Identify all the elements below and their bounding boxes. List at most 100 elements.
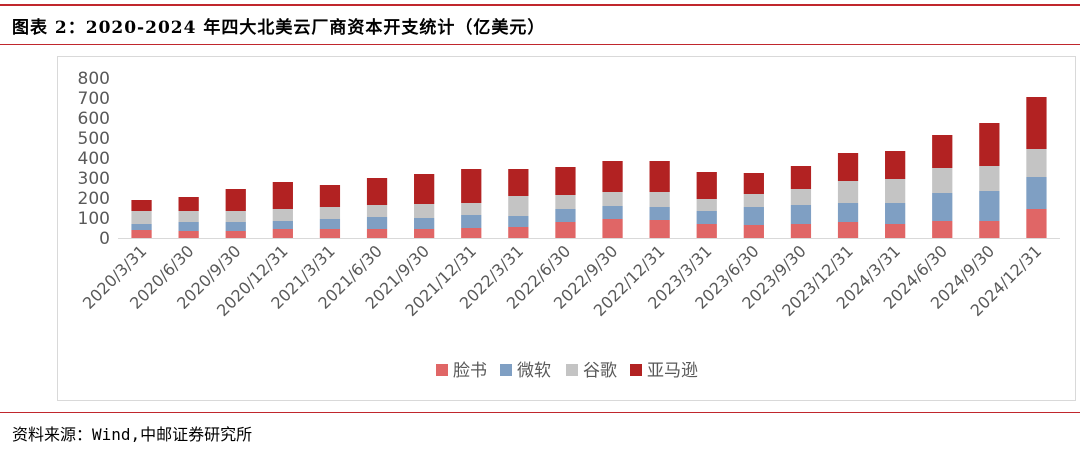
bar-segment-1 [602, 219, 623, 238]
bar-segment-4 [131, 200, 152, 211]
bar-segment-1 [1026, 209, 1047, 238]
bar-segment-4 [790, 166, 812, 189]
bar-segment-2 [414, 218, 435, 229]
y-tick-label: 100 [78, 209, 110, 229]
x-axis: 2020/3/312020/6/302020/9/302020/12/31202… [79, 238, 1060, 320]
bar-segment-2 [366, 217, 388, 229]
bar-segment-2 [225, 222, 246, 231]
bar-segment-3 [837, 181, 859, 203]
bar-segment-4 [508, 169, 529, 196]
legend-label: 脸书 [453, 361, 487, 381]
bar-segment-2 [555, 209, 576, 222]
legend-swatch [630, 364, 642, 376]
bar-segment-3 [319, 207, 341, 219]
bar-segment-3 [602, 192, 623, 206]
bar-segment-3 [272, 209, 293, 221]
bar-segment-1 [461, 228, 482, 238]
bar-segment-2 [649, 207, 670, 220]
bar-segment-2 [885, 203, 906, 224]
bar-segment-3 [414, 204, 435, 218]
bottom-rule [0, 412, 1080, 413]
bar-segment-2 [696, 211, 717, 224]
bar-segment-3 [131, 211, 152, 224]
bar-segment-1 [319, 229, 341, 238]
y-tick-label: 800 [78, 69, 110, 89]
bar-segment-2 [461, 215, 482, 228]
bar-segment-3 [508, 196, 529, 216]
top-rule [0, 4, 1080, 6]
legend: 脸书 微软 谷歌 亚马逊 [436, 361, 698, 381]
bar-segment-1 [790, 224, 812, 238]
bar-segment-2 [319, 219, 341, 229]
bar-segment-4 [461, 169, 482, 203]
source-note: 资料来源：Wind,中邮证券研究所 [12, 425, 253, 444]
bar-segment-2 [272, 221, 293, 229]
bar-segment-4 [932, 135, 953, 168]
y-tick-label: 700 [78, 89, 110, 109]
bar-segment-3 [461, 203, 482, 215]
y-tick-label: 600 [78, 109, 110, 129]
y-tick-label: 200 [78, 189, 110, 209]
legend-label: 微软 [517, 361, 551, 381]
bar-segment-4 [555, 167, 576, 195]
bar-segment-1 [979, 221, 1000, 238]
bar-segment-3 [1026, 149, 1047, 177]
legend-swatch [566, 364, 578, 376]
bar-segment-1 [131, 230, 152, 238]
bar-segment-3 [225, 211, 246, 222]
bar-segment-2 [932, 193, 953, 221]
bar-segment-3 [743, 194, 764, 207]
bar-segment-1 [837, 222, 859, 238]
bar-segment-4 [366, 178, 388, 205]
bar-segment-1 [508, 227, 529, 238]
bar-segment-3 [885, 179, 906, 203]
bar-segment-2 [131, 224, 152, 230]
bar-segment-1 [932, 221, 953, 238]
bar-segment-3 [366, 205, 388, 217]
bar-segment-3 [555, 195, 576, 209]
bar-segment-4 [272, 182, 293, 209]
legend-swatch [500, 364, 512, 376]
bar-segment-4 [1026, 97, 1047, 149]
y-tick-label: 500 [78, 129, 110, 149]
bar-segment-1 [178, 231, 199, 238]
bar-segment-2 [178, 222, 199, 231]
y-tick-label: 300 [78, 169, 110, 189]
bar-segment-4 [414, 174, 435, 204]
y-tick-label: 0 [99, 229, 110, 249]
title-rule [0, 44, 1080, 45]
bar-segment-4 [319, 185, 341, 207]
bar-segment-4 [649, 161, 670, 192]
bar-segment-2 [837, 203, 859, 222]
bar-segment-4 [743, 173, 764, 194]
legend-swatch [436, 364, 448, 376]
bar-segment-3 [696, 199, 717, 211]
bar-segment-2 [1026, 177, 1047, 209]
bar-segment-1 [272, 229, 293, 238]
bar-segment-4 [885, 151, 906, 179]
bar-segment-1 [414, 229, 435, 238]
figure-title: 图表 2：2020-2024 年四大北美云厂商资本开支统计（亿美元） [12, 18, 546, 38]
bar-segment-4 [602, 161, 623, 192]
bar-segment-2 [743, 207, 764, 225]
bar-segment-1 [696, 224, 717, 238]
bar-segment-3 [979, 166, 1000, 191]
bar-segment-2 [508, 216, 529, 227]
bars [131, 97, 1047, 238]
bar-segment-2 [979, 191, 1000, 221]
bar-segment-1 [225, 231, 246, 238]
bar-segment-3 [178, 211, 199, 222]
bar-segment-2 [790, 205, 812, 224]
bar-segment-1 [555, 222, 576, 238]
bar-segment-4 [696, 172, 717, 199]
legend-label: 谷歌 [583, 361, 617, 381]
bar-segment-3 [790, 189, 812, 205]
bar-segment-1 [743, 225, 764, 238]
bar-segment-1 [366, 229, 388, 238]
bar-segment-4 [178, 197, 199, 211]
bar-segment-4 [225, 189, 246, 211]
bar-segment-3 [649, 192, 670, 207]
bar-segment-3 [932, 168, 953, 193]
